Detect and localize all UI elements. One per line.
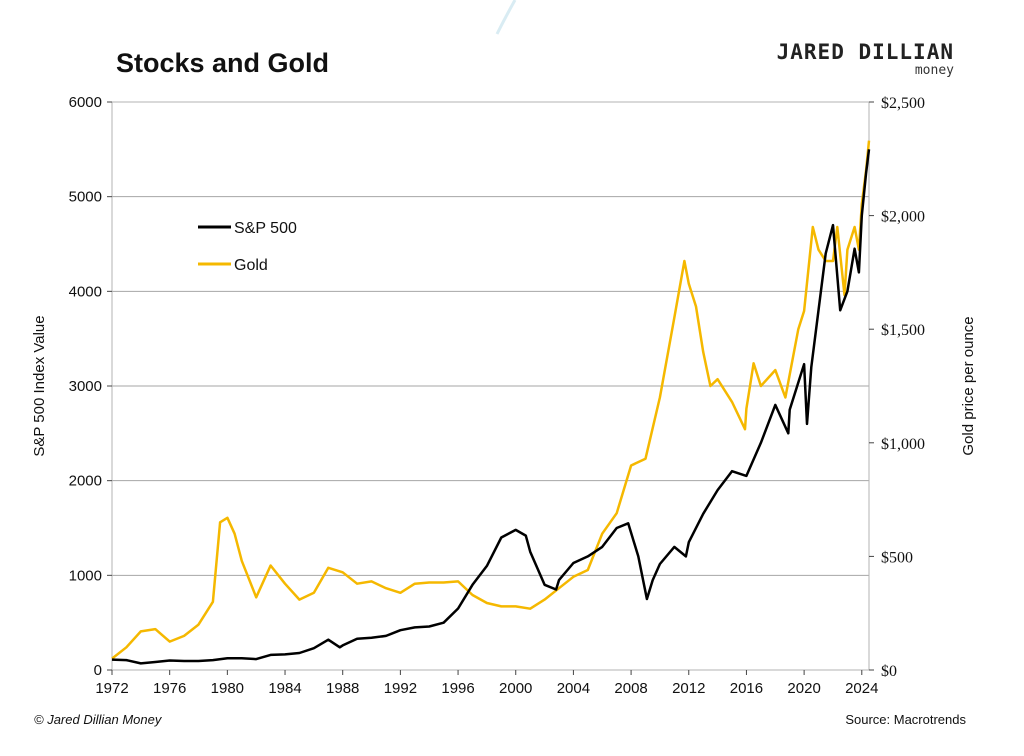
y-tick-label-right: $2,500 <box>881 95 925 112</box>
axis-layer: 0 1000 2000 3000 4000 5000 6000 $0 $500 $1,000 $1,… <box>69 94 925 697</box>
y-tick-label-left: 4000 <box>69 283 102 300</box>
x-tick-label: 2012 <box>672 680 705 697</box>
brand-sub: money <box>914 63 954 78</box>
y-tick-label-left: 0 <box>94 662 102 679</box>
x-tick-label: 2020 <box>787 680 820 697</box>
chart-title: Stocks and Gold <box>116 48 330 78</box>
brand-logo: JARED DILLIAN money <box>777 40 954 78</box>
x-tick-label: 2024 <box>845 680 878 697</box>
y-tick-label-left: 2000 <box>69 473 102 490</box>
y-axis-label-left: S&P 500 Index Value <box>31 315 48 456</box>
y-tick-label-left: 6000 <box>69 94 102 111</box>
legend-label-gold: Gold <box>234 257 268 274</box>
y-tick-label-left: 3000 <box>69 378 102 395</box>
x-tick-label: 1980 <box>211 680 244 697</box>
y-axis-label-right: Gold price per ounce <box>960 316 977 455</box>
y-tick-label-right: $2,000 <box>881 209 925 226</box>
x-tick-label: 2000 <box>499 680 532 697</box>
gridlines <box>112 196 869 576</box>
y-tick-label-left: 5000 <box>69 189 102 206</box>
sp500-line <box>111 149 871 665</box>
legend-label-sp500: S&P 500 <box>234 220 297 237</box>
source-note: Source: Macrotrends <box>845 712 966 727</box>
x-tick-label: 1984 <box>268 680 301 697</box>
x-tick-label: 1996 <box>441 680 474 697</box>
y-tick-label-right: $1,000 <box>881 436 925 453</box>
series-layer <box>111 140 871 665</box>
x-tick-label: 1976 <box>153 680 186 697</box>
x-tick-label: 1992 <box>384 680 417 697</box>
gold-line <box>111 140 871 660</box>
x-tick-label: 1988 <box>326 680 359 697</box>
y-tick-label-right: $1,500 <box>881 322 925 339</box>
copyright-note: © Jared Dillian Money <box>34 712 162 727</box>
brand-name: JARED DILLIAN <box>776 40 954 64</box>
legend: S&P 500 Gold <box>198 220 297 274</box>
y-tick-label-left: 1000 <box>69 567 102 584</box>
y-tick-label-right: $0 <box>881 663 897 680</box>
x-tick-label: 2016 <box>730 680 763 697</box>
x-tick-label: 2008 <box>614 680 647 697</box>
y-tick-label-right: $500 <box>881 549 913 566</box>
x-tick-label: 2004 <box>557 680 590 697</box>
x-tick-label: 1972 <box>95 680 128 697</box>
